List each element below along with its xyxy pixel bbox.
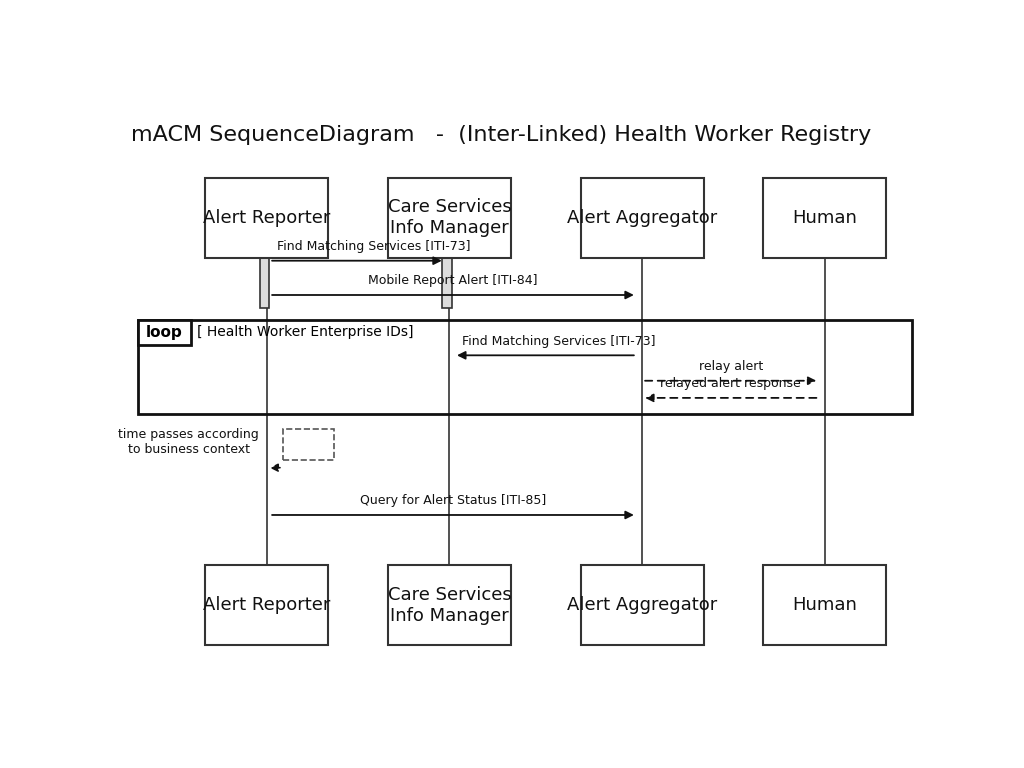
Text: Find Matching Services [ITI-73]: Find Matching Services [ITI-73] <box>462 335 655 348</box>
FancyBboxPatch shape <box>442 258 452 308</box>
FancyBboxPatch shape <box>137 319 190 345</box>
Text: Query for Alert Status [ITI-85]: Query for Alert Status [ITI-85] <box>359 495 546 508</box>
Text: Alert Reporter: Alert Reporter <box>203 209 331 227</box>
Text: Care Services
Info Manager: Care Services Info Manager <box>387 586 511 624</box>
FancyBboxPatch shape <box>260 258 269 308</box>
FancyBboxPatch shape <box>763 178 887 258</box>
FancyBboxPatch shape <box>388 178 511 258</box>
Text: Alert Aggregator: Alert Aggregator <box>567 209 718 227</box>
Text: [ Health Worker Enterprise IDs]: [ Health Worker Enterprise IDs] <box>197 326 414 339</box>
FancyBboxPatch shape <box>581 178 703 258</box>
FancyBboxPatch shape <box>206 178 329 258</box>
Text: loop: loop <box>145 325 182 339</box>
Text: Human: Human <box>793 209 857 227</box>
Text: Find Matching Services [ITI-73]: Find Matching Services [ITI-73] <box>278 240 471 253</box>
FancyBboxPatch shape <box>763 565 887 645</box>
Text: Care Services
Info Manager: Care Services Info Manager <box>387 198 511 237</box>
Text: Human: Human <box>793 596 857 614</box>
FancyBboxPatch shape <box>388 565 511 645</box>
Text: Mobile Report Alert [ITI-84]: Mobile Report Alert [ITI-84] <box>369 274 538 287</box>
Text: mACM SequenceDiagram   -  (Inter-Linked) Health Worker Registry: mACM SequenceDiagram - (Inter-Linked) He… <box>131 124 871 144</box>
Text: relay alert: relay alert <box>698 360 763 373</box>
Text: relayed alert response: relayed alert response <box>660 377 801 390</box>
FancyBboxPatch shape <box>206 565 329 645</box>
Text: Alert Reporter: Alert Reporter <box>203 596 331 614</box>
Text: time passes according
to business context: time passes according to business contex… <box>118 429 259 456</box>
FancyBboxPatch shape <box>581 565 703 645</box>
Text: Alert Aggregator: Alert Aggregator <box>567 596 718 614</box>
